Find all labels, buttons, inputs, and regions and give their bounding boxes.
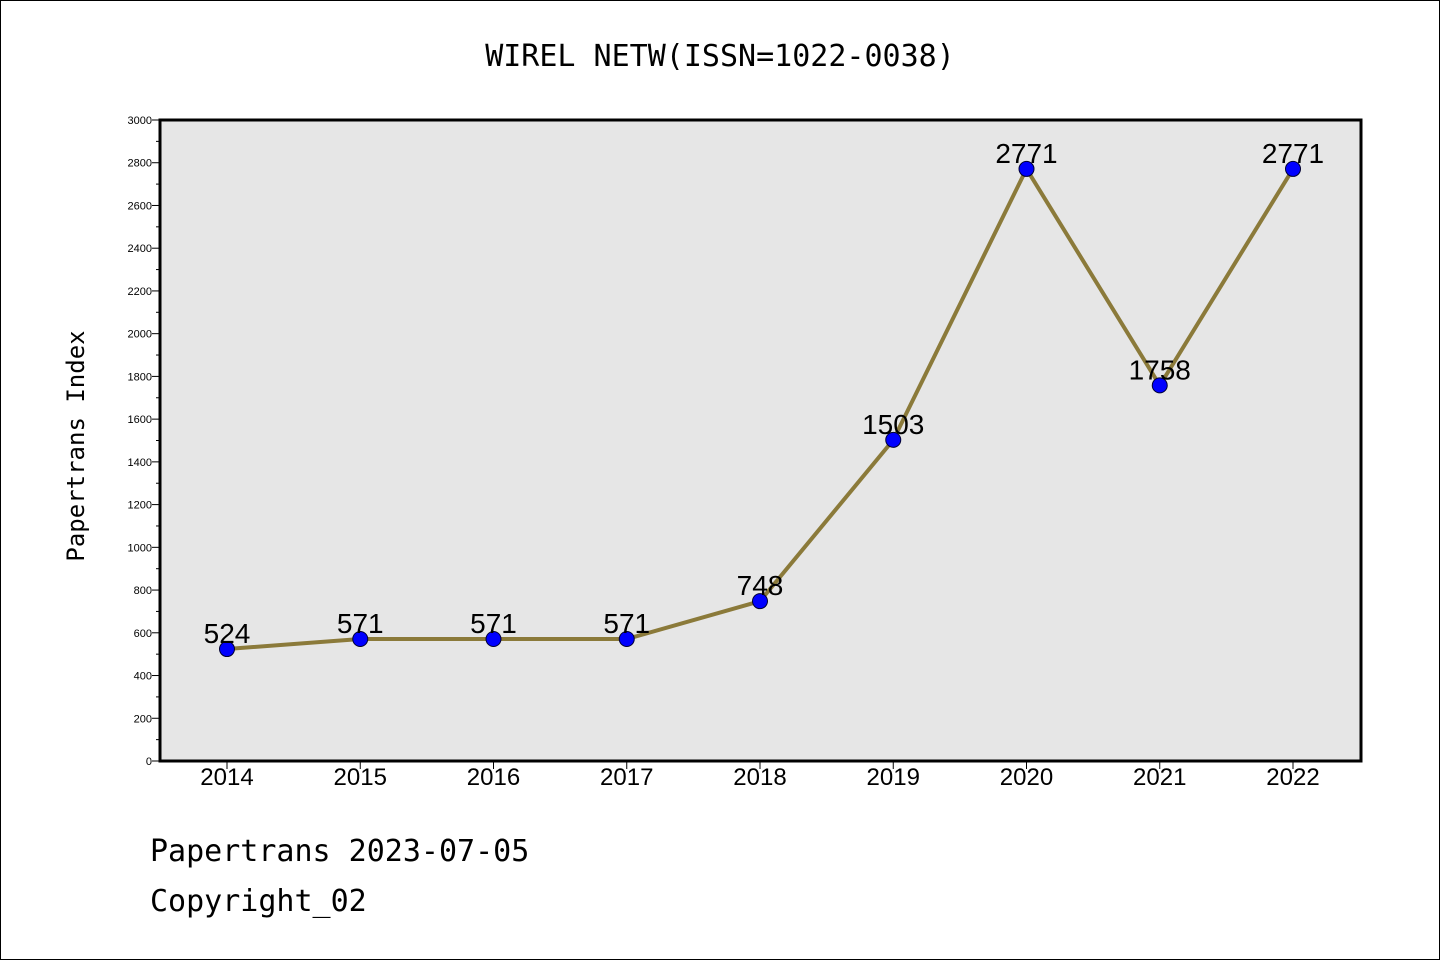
y-tick-label: 1600 (128, 414, 152, 426)
data-point (618, 630, 635, 647)
x-tick-label: 2015 (334, 764, 387, 791)
data-point (885, 431, 902, 448)
y-tick-label: 2000 (128, 329, 152, 341)
data-labels: 524 571 571 571 748 1503 2771 1758 2771 (204, 138, 1325, 649)
y-tick-label: 400 (134, 671, 152, 683)
data-label: 1503 (862, 409, 924, 440)
x-tick-label: 2022 (1266, 764, 1319, 791)
y-tick-label: 1000 (128, 542, 152, 554)
data-label: 2771 (1262, 138, 1324, 169)
x-tick-label: 2018 (733, 764, 786, 791)
x-tick-label: 2014 (200, 764, 253, 791)
data-label: 1758 (1129, 354, 1191, 385)
x-tick-label: 2020 (1000, 764, 1053, 791)
y-tick-label: 1400 (128, 457, 152, 469)
data-label: 2771 (995, 138, 1057, 169)
y-tick-label: 600 (134, 628, 152, 640)
x-tick-label: 2019 (867, 764, 920, 791)
data-label: 748 (737, 570, 784, 601)
data-label: 571 (337, 608, 384, 639)
y-tick-label: 200 (134, 713, 152, 725)
plot-border (158, 118, 1363, 763)
y-tick-label: 2400 (128, 243, 152, 255)
y-tick-label: 3000 (128, 115, 152, 127)
data-point (1018, 160, 1035, 177)
y-tick-label: 2600 (128, 200, 152, 212)
data-markers (219, 160, 1301, 658)
plot-area (160, 120, 1361, 761)
data-point (352, 630, 369, 647)
footer-date-line: Papertrans 2023-07-05 (150, 834, 530, 869)
x-tick-label: 2016 (467, 764, 520, 791)
y-tick-label: 0 (146, 756, 152, 768)
data-point (219, 641, 235, 658)
data-label: 571 (470, 608, 517, 639)
y-tick-label: 2200 (128, 286, 152, 298)
data-point (1151, 377, 1168, 394)
y-tick-label: 2800 (128, 158, 152, 170)
chart-title: WIREL NETW(ISSN=1022-0038) (485, 39, 955, 74)
x-tick-label: 2021 (1133, 764, 1186, 791)
data-point (1285, 160, 1301, 177)
footer-copyright: Copyright_02 (150, 884, 367, 919)
data-label: 524 (204, 618, 251, 649)
x-tick-label: 2017 (600, 764, 653, 791)
y-tick-label: 800 (134, 585, 152, 597)
y-tick-label: 1800 (128, 371, 152, 383)
data-label: 571 (603, 608, 650, 639)
y-axis-ticks: 0 200 400 600 800 1000 1200 1400 1600 1800 2000 220… (128, 115, 160, 768)
y-tick-label: 1200 (128, 500, 152, 512)
y-axis-label: Papertrans Index (62, 330, 90, 561)
x-axis-ticks: 2014 2015 2016 2017 2018 2019 2020 2021 2022 (200, 761, 1320, 791)
data-point (485, 630, 502, 647)
data-point (752, 593, 768, 610)
